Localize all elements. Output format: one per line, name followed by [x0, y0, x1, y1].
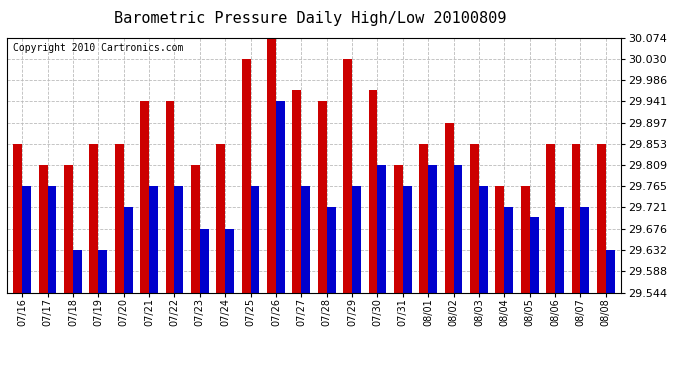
Bar [293, 90, 302, 292]
Bar [22, 186, 31, 292]
Bar [149, 186, 158, 292]
Bar [98, 250, 107, 292]
Bar [124, 207, 132, 292]
Bar [326, 207, 335, 292]
Bar [267, 38, 276, 292]
Bar [580, 207, 589, 292]
Text: Barometric Pressure Daily High/Low 20100809: Barometric Pressure Daily High/Low 20100… [115, 11, 506, 26]
Bar [394, 165, 403, 292]
Bar [13, 144, 22, 292]
Bar [444, 123, 453, 292]
Bar [495, 186, 504, 292]
Bar [241, 58, 250, 292]
Bar [352, 186, 361, 292]
Bar [504, 207, 513, 292]
Bar [175, 186, 184, 292]
Bar [377, 165, 386, 292]
Bar [115, 144, 124, 292]
Bar [479, 186, 488, 292]
Bar [403, 186, 412, 292]
Bar [140, 102, 149, 292]
Bar [191, 165, 200, 292]
Bar [571, 144, 580, 292]
Bar [250, 186, 259, 292]
Bar [90, 144, 98, 292]
Bar [39, 165, 48, 292]
Bar [225, 229, 234, 292]
Bar [470, 144, 479, 292]
Bar [73, 250, 81, 292]
Bar [276, 102, 285, 292]
Bar [166, 102, 175, 292]
Bar [597, 144, 606, 292]
Bar [368, 90, 377, 292]
Bar [428, 165, 437, 292]
Bar [420, 144, 428, 292]
Bar [200, 229, 208, 292]
Bar [530, 217, 538, 292]
Bar [555, 207, 564, 292]
Bar [343, 58, 352, 292]
Bar [521, 186, 530, 292]
Bar [318, 102, 326, 292]
Bar [606, 250, 615, 292]
Text: Copyright 2010 Cartronics.com: Copyright 2010 Cartronics.com [13, 43, 184, 52]
Bar [216, 144, 225, 292]
Bar [302, 186, 310, 292]
Bar [453, 165, 462, 292]
Bar [546, 144, 555, 292]
Bar [48, 186, 57, 292]
Bar [64, 165, 73, 292]
